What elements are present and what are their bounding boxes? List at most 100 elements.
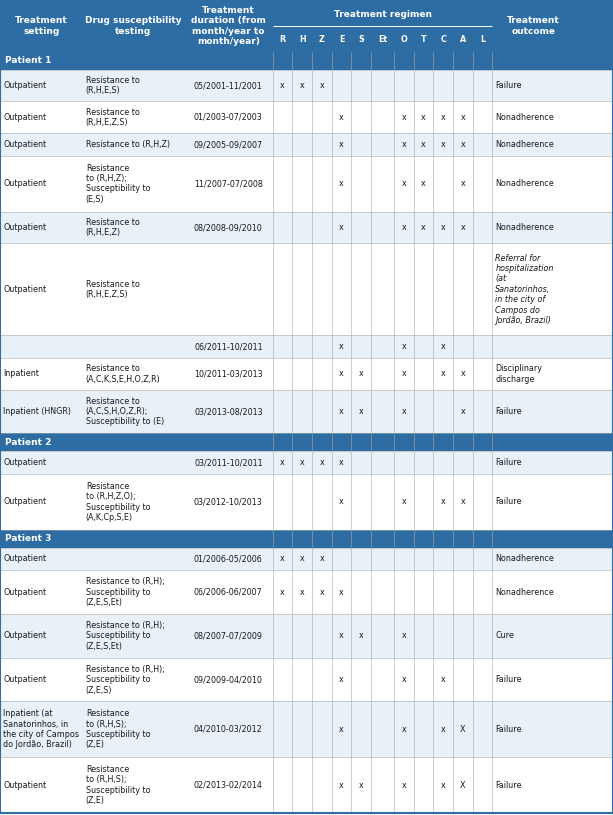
Bar: [0, 434, 613, 452]
Text: Outpatient: Outpatient: [3, 140, 46, 149]
Text: Resistance to (R,H);
Susceptibility to
(Z,E,S,Et): Resistance to (R,H); Susceptibility to (…: [86, 577, 165, 607]
Text: Outpatient: Outpatient: [3, 112, 46, 121]
Text: Outpatient: Outpatient: [3, 284, 46, 293]
Text: Failure: Failure: [495, 781, 522, 790]
Text: x: x: [319, 588, 324, 597]
Text: H: H: [299, 34, 306, 43]
Text: 08/2007-07/2009: 08/2007-07/2009: [194, 632, 263, 641]
Text: x: x: [441, 140, 446, 149]
Text: O: O: [400, 34, 408, 43]
Text: x: x: [402, 781, 406, 790]
Text: R: R: [280, 34, 286, 43]
Text: Resistance to
(A,C,K,S,E,H,O,Z,R): Resistance to (A,C,K,S,E,H,O,Z,R): [86, 364, 161, 384]
Text: x: x: [441, 223, 446, 232]
Text: T: T: [421, 34, 427, 43]
Bar: [0, 335, 613, 358]
Text: x: x: [441, 342, 446, 351]
Text: Resistance to (R,H);
Susceptibility to
(Z,E,S): Resistance to (R,H); Susceptibility to (…: [86, 665, 165, 694]
Text: 03/2013-08/2013: 03/2013-08/2013: [194, 407, 262, 416]
Text: x: x: [402, 179, 406, 188]
Text: Referral for
hospitalization
(at
Sanatorinhos,
in the city of
Campos do
Jordão, : Referral for hospitalization (at Sanator…: [495, 253, 554, 325]
Text: 11/2007-07/2008: 11/2007-07/2008: [194, 179, 263, 188]
Text: x: x: [319, 554, 324, 563]
Text: x: x: [441, 497, 446, 506]
Text: x: x: [441, 781, 446, 790]
Text: x: x: [402, 369, 406, 378]
Text: Outpatient: Outpatient: [3, 223, 46, 232]
Text: x: x: [441, 675, 446, 684]
Text: 09/2005-09/2007: 09/2005-09/2007: [194, 140, 263, 149]
Text: Outpatient: Outpatient: [3, 179, 46, 188]
Text: x: x: [319, 81, 324, 90]
Text: A: A: [460, 34, 466, 43]
Text: Patient 3: Patient 3: [5, 534, 51, 543]
Bar: [0, 757, 613, 813]
Text: 08/2008-09/2010: 08/2008-09/2010: [194, 223, 263, 232]
Text: Et: Et: [378, 34, 387, 43]
Text: x: x: [339, 342, 344, 351]
Text: x: x: [402, 223, 406, 232]
Text: Treatment
setting: Treatment setting: [15, 16, 68, 36]
Text: 02/2013-02/2014: 02/2013-02/2014: [194, 781, 263, 790]
Text: x: x: [339, 407, 344, 416]
Text: Outpatient: Outpatient: [3, 781, 46, 790]
Text: E: E: [339, 34, 344, 43]
Text: Nonadherence: Nonadherence: [495, 554, 554, 563]
Text: x: x: [339, 223, 344, 232]
Bar: [0, 390, 613, 434]
Bar: [0, 52, 613, 70]
Text: x: x: [280, 81, 285, 90]
Bar: [0, 570, 613, 614]
Bar: [0, 70, 613, 101]
Text: Outpatient: Outpatient: [3, 588, 46, 597]
Text: Outpatient: Outpatient: [3, 458, 46, 467]
Text: Nonadherence: Nonadherence: [495, 112, 554, 121]
Text: x: x: [402, 342, 406, 351]
Text: Resistance to (R,H);
Susceptibility to
(Z,E,S,Et): Resistance to (R,H); Susceptibility to (…: [86, 621, 165, 651]
Bar: [0, 0, 613, 52]
Text: x: x: [280, 554, 285, 563]
Text: x: x: [280, 458, 285, 467]
Text: Inpatient (HNGR): Inpatient (HNGR): [3, 407, 71, 416]
Text: x: x: [460, 140, 465, 149]
Text: S: S: [358, 34, 364, 43]
Text: Failure: Failure: [495, 497, 522, 506]
Text: Treatment
outcome: Treatment outcome: [507, 16, 560, 36]
Text: x: x: [339, 497, 344, 506]
Bar: [0, 101, 613, 133]
Text: x: x: [460, 179, 465, 188]
Text: Resistance to
(R,H,E,S): Resistance to (R,H,E,S): [86, 76, 140, 95]
Text: Failure: Failure: [495, 675, 522, 684]
Text: Inpatient (at
Sanatorinhos, in
the city of Campos
do Jordão, Brazil): Inpatient (at Sanatorinhos, in the city …: [3, 709, 79, 750]
Text: x: x: [339, 675, 344, 684]
Text: x: x: [421, 179, 426, 188]
Text: x: x: [300, 81, 305, 90]
Text: Resistance to
(R,H,E,Z): Resistance to (R,H,E,Z): [86, 218, 140, 237]
Text: Cure: Cure: [495, 632, 514, 641]
Text: Resistance
to (R,H,S);
Susceptibility to
(Z,E): Resistance to (R,H,S); Susceptibility to…: [86, 765, 150, 805]
Text: Nonadherence: Nonadherence: [495, 588, 554, 597]
Text: 10/2011-03/2013: 10/2011-03/2013: [194, 369, 262, 378]
Text: x: x: [402, 632, 406, 641]
Text: x: x: [421, 112, 426, 121]
Text: x: x: [359, 632, 364, 641]
Text: Resistance to
(R,H,E,Z,S): Resistance to (R,H,E,Z,S): [86, 280, 140, 299]
Text: x: x: [319, 458, 324, 467]
Text: x: x: [402, 112, 406, 121]
Text: 03/2012-10/2013: 03/2012-10/2013: [194, 497, 263, 506]
Text: x: x: [421, 223, 426, 232]
Text: Nonadherence: Nonadherence: [495, 179, 554, 188]
Text: x: x: [402, 675, 406, 684]
Text: x: x: [421, 140, 426, 149]
Text: x: x: [359, 369, 364, 378]
Text: 04/2010-03/2012: 04/2010-03/2012: [194, 725, 263, 734]
Text: x: x: [402, 497, 406, 506]
Text: Patient 2: Patient 2: [5, 438, 51, 447]
Text: Outpatient: Outpatient: [3, 554, 46, 563]
Text: x: x: [460, 497, 465, 506]
Bar: [0, 658, 613, 702]
Text: Nonadherence: Nonadherence: [495, 140, 554, 149]
Text: x: x: [339, 140, 344, 149]
Text: x: x: [339, 112, 344, 121]
Text: Outpatient: Outpatient: [3, 497, 46, 506]
